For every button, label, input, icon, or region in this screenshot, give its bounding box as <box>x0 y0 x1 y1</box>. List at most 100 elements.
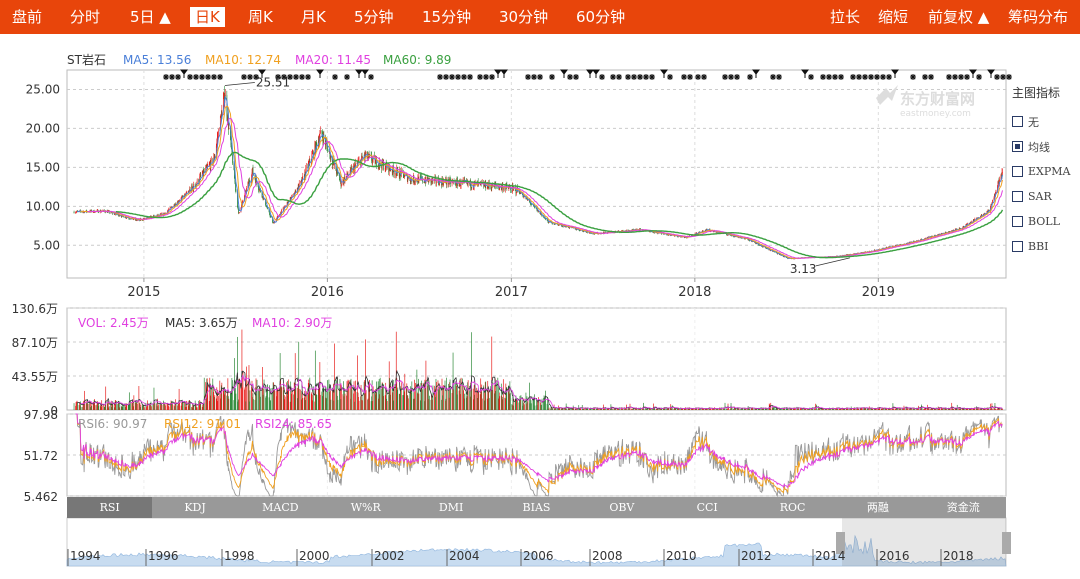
volume-bar <box>680 407 682 410</box>
toolbar-action-2[interactable]: 前复权 ▲ <box>928 8 990 26</box>
volume-bar <box>202 404 204 410</box>
navigator-right-handle[interactable] <box>1002 532 1011 554</box>
volume-bar <box>730 408 731 410</box>
volume-bar <box>386 401 388 410</box>
main-indicator-option[interactable]: EXPMA <box>1012 159 1078 184</box>
period-tab-5[interactable]: 月K <box>301 8 326 26</box>
indicator-tab[interactable]: W%R <box>350 501 381 514</box>
indicator-tab[interactable]: MACD <box>262 501 299 514</box>
period-tab-9[interactable]: 60分钟 <box>576 8 626 26</box>
candle-body <box>203 171 205 173</box>
volume-bar <box>811 408 813 410</box>
volume-bar <box>258 390 259 410</box>
volume-bar <box>868 409 870 410</box>
volume-bar <box>790 408 791 410</box>
candle-body <box>530 204 532 205</box>
main-indicator-option[interactable]: BBI <box>1012 234 1078 259</box>
volume-bar <box>759 408 761 410</box>
toolbar-action-1[interactable]: 缩短 <box>878 8 909 26</box>
candle-body <box>239 212 240 213</box>
volume-bar <box>151 406 152 410</box>
volume-bar <box>884 407 886 410</box>
volume-bar <box>748 409 750 410</box>
volume-bar <box>587 408 589 410</box>
volume-bar <box>224 394 226 410</box>
main-indicator-option[interactable]: 均线 <box>1012 134 1078 159</box>
navigator-selection[interactable] <box>842 518 1006 566</box>
volume-bar <box>604 408 606 410</box>
indicator-tab[interactable]: KDJ <box>184 501 206 514</box>
volume-bar <box>900 408 902 410</box>
toolbar-action-3[interactable]: 筹码分布 <box>1008 8 1069 26</box>
volume-bar <box>125 407 127 410</box>
volume-bar <box>533 398 534 410</box>
volume-bar <box>494 378 496 410</box>
indicator-checkbox[interactable] <box>1012 166 1023 177</box>
indicator-checkbox[interactable] <box>1012 241 1023 252</box>
volume-bar <box>193 406 195 410</box>
indicator-tab[interactable]: RSI <box>67 497 153 518</box>
navigator-year-label: 1998 <box>224 549 255 563</box>
volume-bar <box>142 405 143 410</box>
indicator-tab[interactable]: CCI <box>696 501 718 514</box>
candle-body <box>212 158 214 164</box>
volume-bar <box>336 380 337 410</box>
volume-bar <box>413 379 415 410</box>
period-tab-7[interactable]: 15分钟 <box>422 8 472 26</box>
candle-body <box>958 227 960 230</box>
main-indicator-option[interactable]: 无 <box>1012 109 1078 134</box>
volume-bar <box>659 408 661 410</box>
volume-bar <box>523 402 524 410</box>
main-indicator-option[interactable]: BOLL <box>1012 209 1078 234</box>
indicator-tab[interactable]: BIAS <box>522 501 551 514</box>
period-toolbar: 盘前 分时 5日 ▲ 日K 周K 月K 5分钟 15分钟 30分钟 60分钟 拉长 缩短 前复权 ▲ 筹码… <box>0 0 1080 34</box>
volume-bar <box>255 387 256 410</box>
period-tab-8[interactable]: 30分钟 <box>499 8 549 26</box>
candle-body <box>305 167 307 177</box>
indicator-tab[interactable]: ROC <box>779 501 806 514</box>
volume-bar <box>817 408 819 410</box>
indicator-checkbox[interactable] <box>1012 141 1023 152</box>
volume-bar <box>879 407 881 410</box>
period-tab-1[interactable]: 分时 <box>70 8 101 26</box>
period-tab-4[interactable]: 周K <box>248 8 273 26</box>
candle-body <box>114 213 116 215</box>
volume-bar <box>685 409 687 410</box>
volume-bar <box>819 408 820 410</box>
indicator-tab[interactable]: 资金流 <box>946 501 980 514</box>
period-tab-6[interactable]: 5分钟 <box>354 8 394 26</box>
candle-body <box>258 185 259 190</box>
candle-body <box>751 241 753 243</box>
volume-bar <box>758 408 760 410</box>
volume-bar <box>198 400 200 410</box>
eastmoney-logo-icon <box>876 85 898 105</box>
volume-bar <box>597 408 599 410</box>
candle-body <box>497 186 499 188</box>
candle-body <box>82 211 83 213</box>
candle-body <box>754 242 756 244</box>
indicator-checkbox[interactable] <box>1012 216 1023 227</box>
indicator-tab[interactable]: DMI <box>438 501 464 514</box>
event-star-icon <box>193 74 199 80</box>
volume-y-tick-label: 0 <box>50 404 58 418</box>
candle-body <box>449 178 451 180</box>
volume-bar <box>495 380 497 410</box>
indicator-tab[interactable]: OBV <box>609 501 635 514</box>
volume-bar <box>491 336 493 410</box>
volume-bar <box>642 407 643 410</box>
volume-bar <box>368 384 369 410</box>
period-tab-2[interactable]: 5日 ▲ <box>130 8 171 26</box>
period-tab-0[interactable]: 盘前 <box>12 8 43 26</box>
volume-bar <box>840 409 841 410</box>
candle-body <box>198 179 200 184</box>
period-tab-3[interactable]: 日K <box>190 7 225 27</box>
volume-bar <box>265 397 266 410</box>
toolbar-action-0[interactable]: 拉长 <box>830 8 861 26</box>
volume-bar <box>350 398 351 410</box>
candle-body <box>293 194 295 196</box>
indicator-checkbox[interactable] <box>1012 116 1023 127</box>
indicator-tab[interactable]: 两融 <box>866 501 889 514</box>
main-indicator-option[interactable]: SAR <box>1012 184 1078 209</box>
navigator-left-handle[interactable] <box>836 532 845 554</box>
indicator-checkbox[interactable] <box>1012 191 1023 202</box>
